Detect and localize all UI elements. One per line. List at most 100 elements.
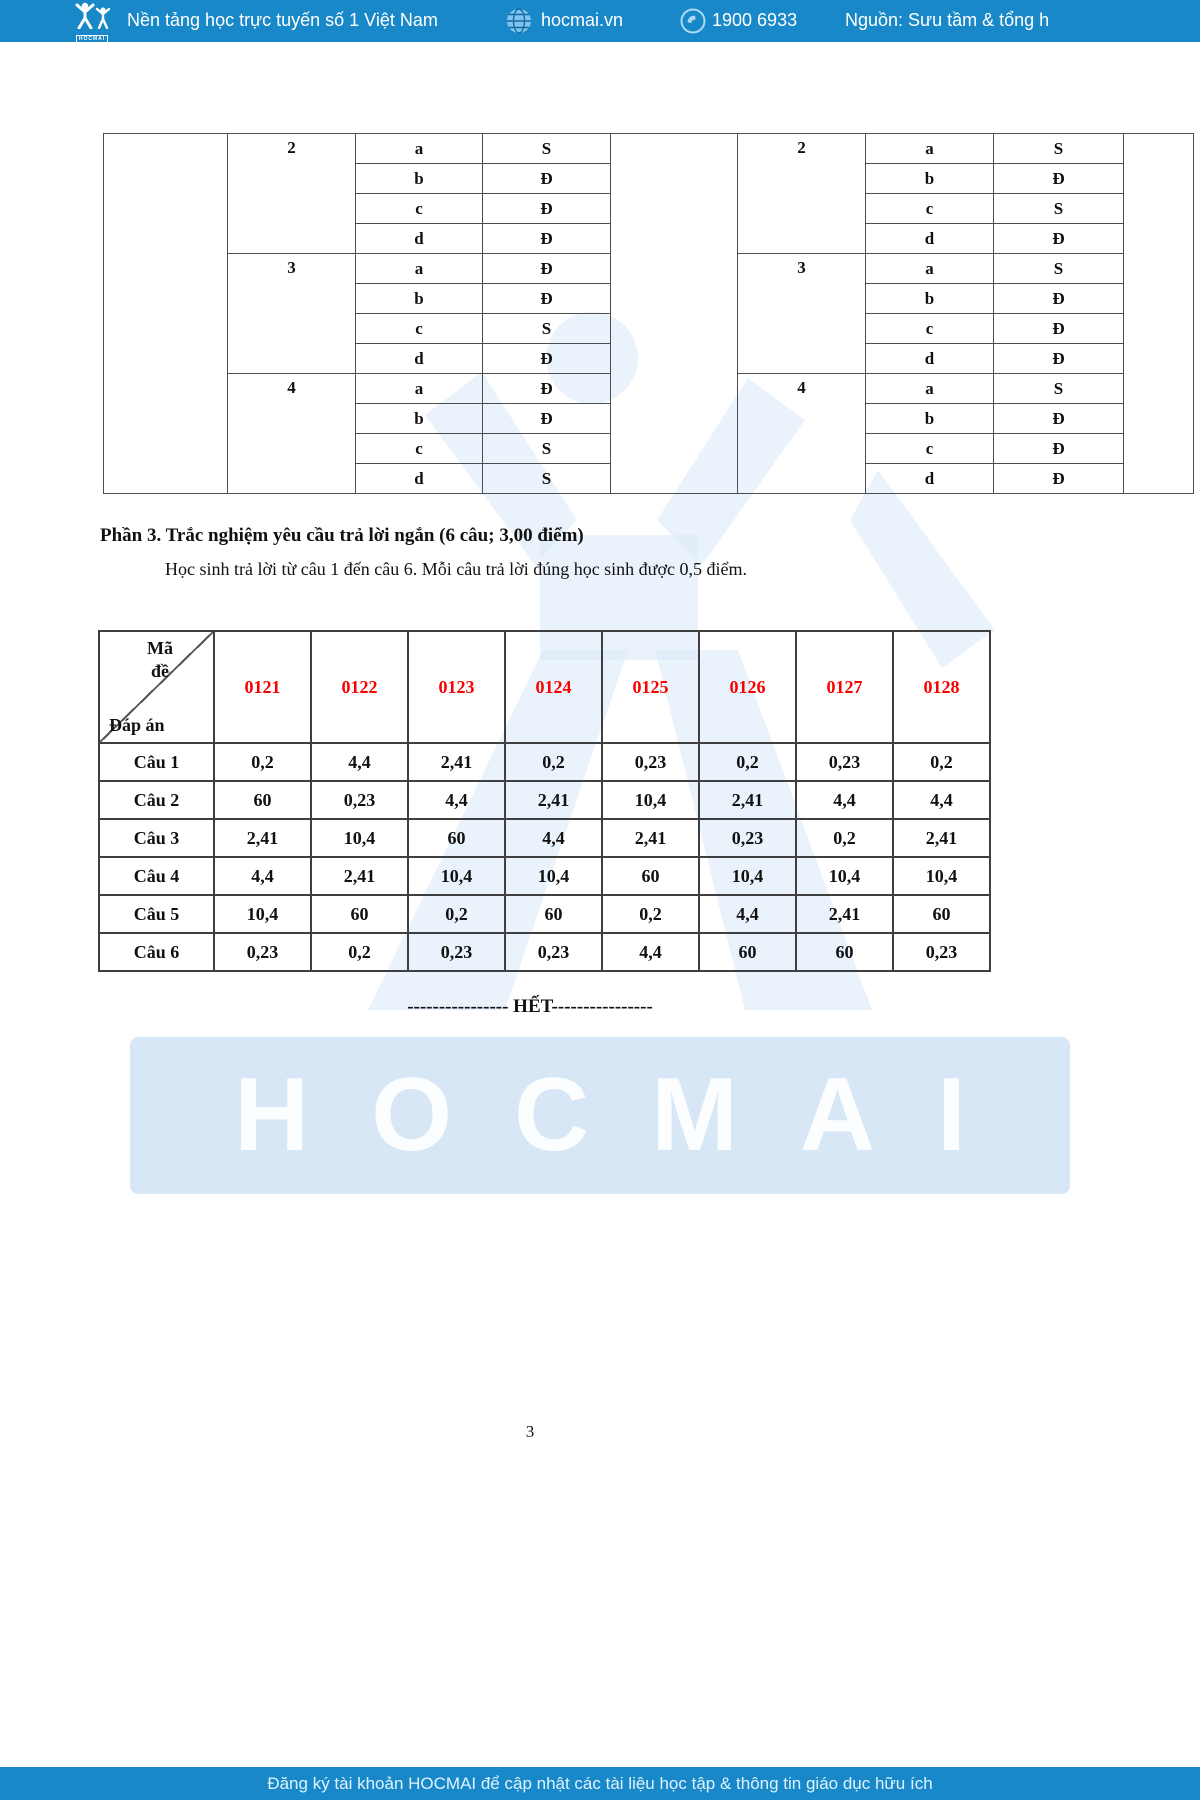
tf-option-letter: a — [865, 253, 994, 284]
short-answer-table: Mã đề Đáp án 0121 0122 0123 0124 0125 0126 012… — [98, 630, 991, 972]
answer-value: 60 — [892, 894, 991, 934]
answer-value: 0,23 — [407, 932, 506, 972]
watermark-text: HOCMAI — [234, 1057, 1028, 1173]
answer-value: 4,4 — [310, 742, 409, 782]
answer-value: 0,2 — [310, 932, 409, 972]
tf-left-gap — [103, 133, 228, 494]
answer-value: 0,2 — [504, 742, 603, 782]
sa-table-row: Câu 3 2,41 10,4 60 4,4 2,41 0,23 0,2 2,41 — [98, 818, 991, 858]
answer-value: 0,2 — [213, 742, 312, 782]
answer-value: 10,4 — [407, 856, 506, 896]
answer-value: 2,41 — [601, 818, 700, 858]
answer-value: 0,23 — [892, 932, 991, 972]
sa-table-row: Câu 1 0,2 4,4 2,41 0,2 0,23 0,2 0,23 0,2 — [98, 742, 991, 782]
question-label: Câu 4 — [98, 856, 215, 896]
tf-option-letter: c — [865, 193, 994, 224]
tf-answer-value: Đ — [482, 163, 611, 194]
tf-answer-value: S — [993, 133, 1124, 164]
answer-value: 0,2 — [892, 742, 991, 782]
question-label: Câu 3 — [98, 818, 215, 858]
tf-option-letter: d — [865, 463, 994, 494]
section-instruction: Học sinh trả lời từ câu 1 đến câu 6. Mỗi… — [165, 559, 747, 579]
tf-question-number: 2 — [227, 133, 356, 254]
sa-table-row: Câu 6 0,23 0,2 0,23 0,23 4,4 60 60 0,23 — [98, 932, 991, 972]
tf-answer-value: Đ — [993, 283, 1124, 314]
answer-value: 0,23 — [601, 742, 700, 782]
tf-option-letter: b — [865, 163, 994, 194]
section-heading: Phần 3. Trắc nghiệm yêu cầu trả lời ngắn… — [100, 525, 584, 546]
footer-text: Đăng ký tài khoản HOCMAI để cập nhật các… — [267, 1773, 933, 1793]
tf-answer-value: S — [993, 253, 1124, 284]
answer-value: 0,23 — [310, 780, 409, 820]
exam-code: 0127 — [795, 630, 894, 744]
tf-answer-value: S — [482, 313, 611, 344]
tf-answer-value: S — [993, 193, 1124, 224]
corner-label-top: Mã đề — [147, 638, 173, 681]
answer-value: 0,2 — [698, 742, 797, 782]
answer-value: 2,41 — [504, 780, 603, 820]
sa-table-row: Câu 5 10,4 60 0,2 60 0,2 4,4 2,41 60 — [98, 894, 991, 934]
tf-option-letter: d — [355, 343, 483, 374]
tf-middle-gap — [610, 133, 738, 494]
corner-cell: Mã đề Đáp án — [98, 630, 215, 744]
hocmai-logo: HOCMAI — [72, 2, 112, 44]
tf-answer-value: Đ — [993, 403, 1124, 434]
tf-answer-value: S — [482, 463, 611, 494]
tf-question-number: 4 — [737, 373, 866, 494]
answer-value: 4,4 — [601, 932, 700, 972]
answer-value: 10,4 — [213, 894, 312, 934]
tf-option-letter: b — [355, 163, 483, 194]
answer-value: 10,4 — [698, 856, 797, 896]
tf-option-letter: b — [355, 283, 483, 314]
website-link: hocmai.vn — [541, 10, 624, 30]
answer-value: 60 — [795, 932, 894, 972]
exam-code: 0128 — [892, 630, 991, 744]
tf-option-letter: b — [865, 283, 994, 314]
tf-question-number: 2 — [737, 133, 866, 254]
tf-option-letter: d — [355, 463, 483, 494]
answer-value: 10,4 — [504, 856, 603, 896]
header-tagline: Nền tảng học trực tuyến số 1 Việt Nam — [127, 10, 438, 30]
answer-value: 10,4 — [795, 856, 894, 896]
tf-answer-value: Đ — [993, 463, 1124, 494]
answer-value: 4,4 — [698, 894, 797, 934]
tf-option-letter: b — [865, 403, 994, 434]
exam-code: 0123 — [407, 630, 506, 744]
tf-option-letter: d — [865, 343, 994, 374]
phone-icon — [680, 8, 706, 39]
sa-table-row: Câu 4 4,4 2,41 10,4 10,4 60 10,4 10,4 10,4 — [98, 856, 991, 896]
tf-answer-value: Đ — [482, 193, 611, 224]
header-bar: HOCMAI Nền tảng học trực tuyến số 1 Việt… — [0, 0, 1200, 44]
answer-value: 0,23 — [213, 932, 312, 972]
tf-option-letter: c — [865, 313, 994, 344]
tf-answer-value: Đ — [482, 343, 611, 374]
tf-answer-value: Đ — [993, 163, 1124, 194]
answer-value: 60 — [601, 856, 700, 896]
hocmai-logo-label: HOCMAI — [75, 35, 109, 44]
answer-value: 0,23 — [504, 932, 603, 972]
answer-value: 2,41 — [407, 742, 506, 782]
answer-value: 10,4 — [310, 818, 409, 858]
answer-value: 4,4 — [892, 780, 991, 820]
answer-value: 60 — [504, 894, 603, 934]
source-note: Nguồn: Sưu tầm & tổng h — [845, 10, 1050, 30]
sa-header-row: Mã đề Đáp án 0121 0122 0123 0124 0125 0126 012… — [98, 630, 991, 744]
answer-value: 10,4 — [601, 780, 700, 820]
tf-answer-value: Đ — [993, 313, 1124, 344]
tf-option-letter: a — [355, 373, 483, 404]
tf-question-number: 3 — [227, 253, 356, 374]
question-label: Câu 5 — [98, 894, 215, 934]
answer-value: 2,41 — [698, 780, 797, 820]
tf-option-letter: a — [865, 133, 994, 164]
tf-option-letter: d — [865, 223, 994, 254]
tf-option-letter: c — [355, 433, 483, 464]
tf-answer-value: Đ — [482, 283, 611, 314]
tf-answer-value: S — [993, 373, 1124, 404]
